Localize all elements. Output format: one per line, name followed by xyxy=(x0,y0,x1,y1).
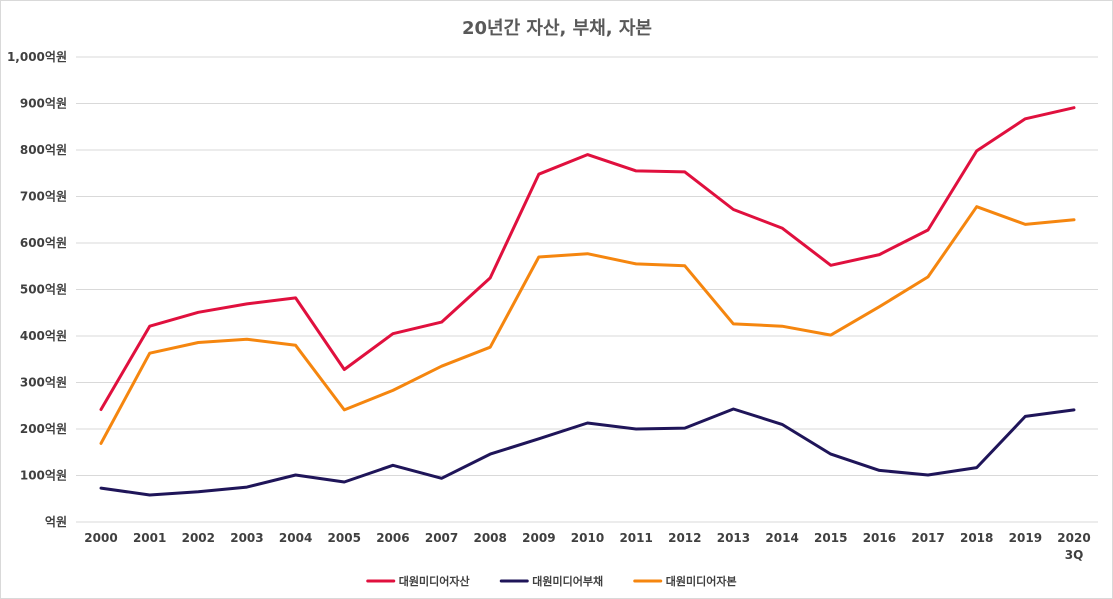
x-tick-label: 2017 xyxy=(911,531,944,545)
x-tick-label: 2000 xyxy=(84,531,117,545)
gridlines xyxy=(76,56,1098,523)
x-tick-label: 2005 xyxy=(328,531,361,545)
y-tick-label: 400억원 xyxy=(20,329,67,343)
legend-label-3: 대원미디어자본 xyxy=(666,574,737,588)
x-tick-label: 2009 xyxy=(522,531,555,545)
y-tick-label: 800억원 xyxy=(20,143,67,157)
x-tick-label: 2008 xyxy=(473,531,506,545)
legend-label-1: 대원미디어자산 xyxy=(399,574,470,588)
x-tick-label: 2011 xyxy=(619,531,652,545)
y-tick-label: 700억원 xyxy=(20,190,67,204)
series-lines xyxy=(99,106,1076,497)
y-tick-label: 900억원 xyxy=(20,97,67,111)
x-tick-label: 2002 xyxy=(182,531,215,545)
y-axis-ticks: 억원 100억원 200억원 300억원 400억원 500억원 600억원 700억원 800… xyxy=(7,50,67,529)
y-tick-label: 200억원 xyxy=(20,422,67,436)
series-line-3 xyxy=(99,205,1076,445)
x-tick-label: 2015 xyxy=(814,531,847,545)
x-tick-label: 2006 xyxy=(376,531,409,545)
y-tick-label: 600억원 xyxy=(20,236,67,250)
x-tick-label: 2003 xyxy=(230,531,263,545)
x-tick-label: 2004 xyxy=(279,531,312,545)
x-tick-label: 2016 xyxy=(863,531,896,545)
x-tick-label: 2007 xyxy=(425,531,458,545)
y-tick-label: 300억원 xyxy=(20,376,67,390)
x-tick-label: 2010 xyxy=(571,531,604,545)
x-tick-label: 2013 xyxy=(717,531,750,545)
series-line-2 xyxy=(99,407,1076,497)
x-tick-label: 2020 3Q xyxy=(1057,531,1090,562)
y-tick-label: 100억원 xyxy=(20,469,67,483)
x-tick-label: 2001 xyxy=(133,531,166,545)
x-tick-label: 2019 xyxy=(1009,531,1042,545)
x-axis-ticks: 2000 2001 2002 2003 2004 2005 2006 2007 2008 2009… xyxy=(84,531,1090,562)
y-tick-label: 1,000억원 xyxy=(7,50,67,64)
legend-label-2: 대원미디어부채 xyxy=(532,574,603,588)
y-tick-label: 500억원 xyxy=(20,283,67,297)
chart-title: 20년간 자산, 부채, 자본 xyxy=(462,18,652,39)
y-tick-label: 억원 xyxy=(45,515,67,529)
x-tick-label: 2012 xyxy=(668,531,701,545)
legend: 대원미디어자산 대원미디어부채 대원미디어자본 xyxy=(366,574,737,588)
x-tick-label: 2014 xyxy=(765,531,798,545)
x-tick-label: 2018 xyxy=(960,531,993,545)
series-line-1 xyxy=(99,106,1076,411)
